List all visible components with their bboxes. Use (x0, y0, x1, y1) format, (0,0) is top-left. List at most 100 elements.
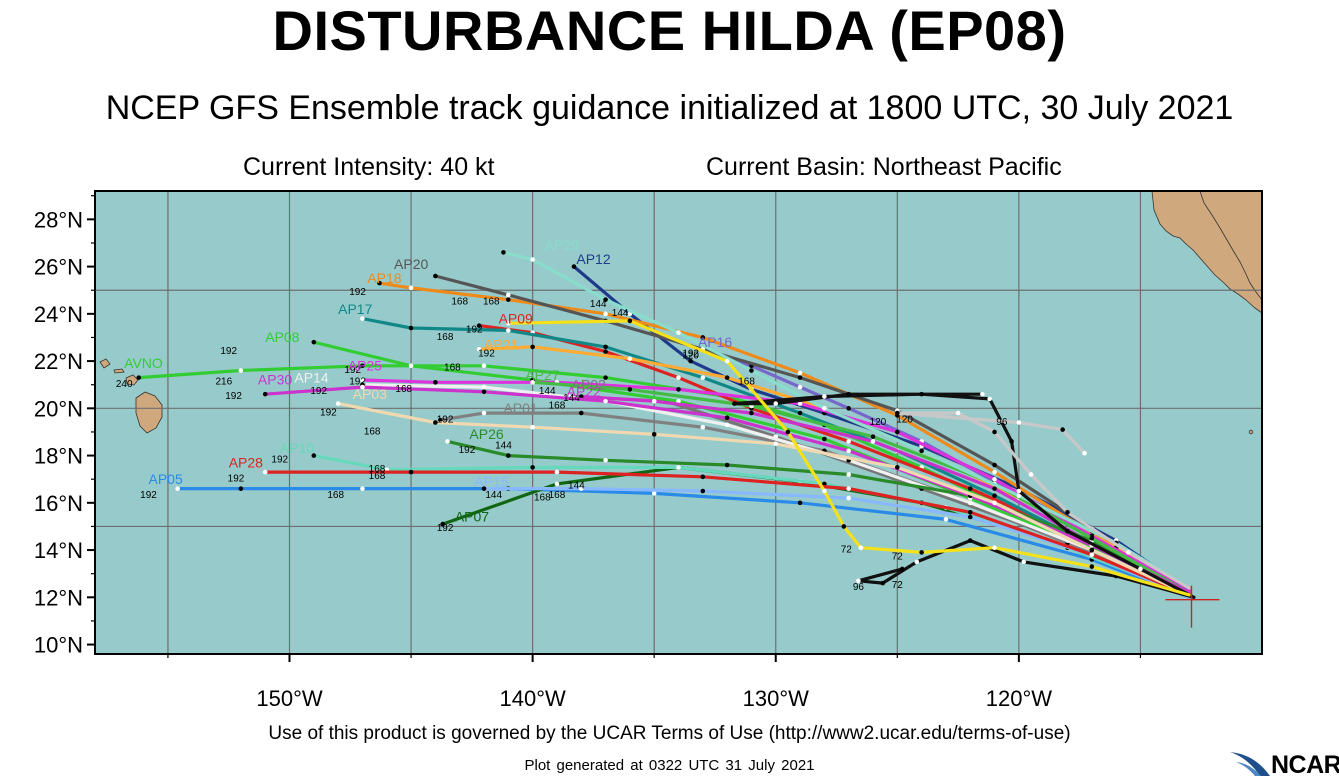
track-point (700, 335, 706, 340)
member-label-ap25: AP25 (348, 358, 382, 374)
track-point (578, 410, 584, 416)
member-label-ap14: AP14 (294, 369, 328, 385)
track-point (506, 320, 511, 326)
lat-tick-label: 24°N (34, 302, 83, 327)
forecast-hour-label: 168 (395, 384, 412, 395)
track-point (433, 273, 438, 279)
track-point (1089, 547, 1095, 553)
forecast-hour-label: 168 (369, 464, 386, 475)
track-point (899, 566, 905, 572)
track-point (797, 401, 803, 406)
track-point (506, 453, 511, 458)
lat-tick-label: 18°N (34, 444, 83, 469)
track-point (732, 401, 737, 406)
member-label-ap26: AP26 (469, 426, 503, 442)
track-point (603, 311, 608, 317)
track-point (992, 462, 997, 468)
forecast-hour-label: 144 (590, 299, 607, 310)
lat-tick-label: 10°N (34, 633, 83, 658)
track-point (603, 349, 608, 354)
track-point (676, 398, 681, 404)
track-point (1138, 566, 1143, 572)
lon-tick-label: 150°W (256, 686, 323, 711)
track-point (360, 316, 365, 321)
track-point (914, 559, 920, 565)
track-point (967, 486, 973, 491)
track-point (506, 292, 511, 298)
track-point (501, 250, 506, 255)
track-point (578, 486, 584, 491)
track-point (481, 486, 487, 491)
forecast-hour-label: 192 (437, 523, 454, 534)
forecast-hour-label: 120 (870, 417, 887, 428)
forecast-hour-label: 168 (327, 490, 344, 501)
forecast-hour-label: 168 (549, 400, 566, 411)
forecast-hour-label: 216 (216, 377, 233, 388)
track-point (311, 339, 317, 345)
forecast-hour-label: 168 (534, 492, 551, 503)
member-label-ap16: AP16 (698, 334, 732, 350)
forecast-hour-label: 192 (140, 490, 157, 501)
island-dot (1248, 429, 1254, 435)
track-point (785, 429, 791, 435)
forecast-hour-label: 168 (364, 426, 381, 437)
track-point (360, 363, 365, 369)
forecast-hour-label: 192 (349, 377, 366, 388)
track-point (1089, 535, 1095, 541)
track-point (506, 328, 511, 333)
track-point (700, 424, 706, 430)
forecast-hour-label: 192 (466, 325, 483, 336)
track-point (440, 521, 445, 527)
member-label-ap29: AP29 (545, 237, 579, 253)
track-point (603, 375, 608, 380)
track-point (651, 398, 657, 404)
track-point (919, 550, 924, 555)
track-point (895, 465, 900, 470)
track-point (992, 486, 997, 491)
track-point (530, 257, 535, 262)
track-point (377, 280, 382, 286)
member-label-ap09: AP09 (499, 310, 533, 326)
track-point (858, 545, 864, 550)
hawaii-maui (125, 374, 139, 386)
forecast-hour-label: 192 (225, 391, 242, 402)
track-point (700, 474, 706, 480)
forecast-hour-label: 96 (996, 417, 1008, 428)
lat-tick-label: 20°N (34, 396, 83, 421)
track-point (724, 358, 730, 364)
track-point (700, 375, 706, 380)
track-point (797, 500, 803, 506)
track-point (1060, 427, 1065, 432)
forecast-hour-label: 144 (612, 308, 629, 319)
track-point (856, 578, 861, 584)
track-point (846, 391, 851, 397)
track-point (749, 368, 754, 373)
track-point (880, 580, 886, 586)
track-point (676, 330, 681, 336)
track-point (408, 469, 414, 475)
track-point (476, 346, 482, 352)
lon-tick-label: 140°W (499, 686, 566, 711)
terms-of-use-notice: Use of this product is governed by the U… (268, 723, 1071, 744)
forecast-hour-label: 192 (437, 415, 454, 426)
track-point (433, 380, 438, 385)
forecast-hour-label: 144 (568, 481, 585, 492)
track-point (724, 415, 730, 421)
track-point (676, 387, 681, 392)
axis-ticks: 10°N 12°N 14°N 16°N 18°N 20°N 22°N 24°N 26°N 28°N… (34, 195, 1142, 711)
track-point (554, 481, 560, 487)
hawaii-oahu (99, 358, 111, 369)
track-line (732, 392, 1196, 599)
forecast-hour-label: 168 (483, 296, 500, 307)
track-line-ap28 (263, 470, 1191, 597)
track-point (360, 377, 365, 383)
track-point (476, 323, 482, 328)
generated-timestamp: Plot generated at 0322 UTC 31 July 2021 (524, 757, 815, 774)
member-label-ap30: AP30 (258, 372, 292, 388)
ensemble-tracks (136, 250, 1196, 599)
member-label-ap21: AP21 (484, 336, 518, 352)
track-point (1089, 564, 1095, 569)
track-line-ap14 (360, 383, 1191, 595)
hawaii-big-island (135, 391, 163, 434)
lon-tick-label: 120°W (986, 686, 1053, 711)
